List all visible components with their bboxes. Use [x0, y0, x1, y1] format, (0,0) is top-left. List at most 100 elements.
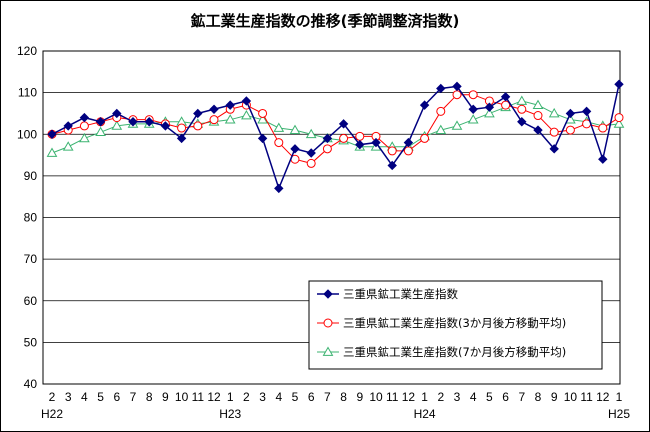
year-label: H24 [414, 407, 436, 421]
y-tick-label: 60 [24, 294, 38, 308]
data-point [598, 123, 608, 133]
x-tick-label: 6 [308, 390, 315, 404]
data-point [257, 114, 268, 124]
legend-label: 三重県鉱工業生産指数(7か月後方移動平均) [343, 345, 566, 359]
data-point [274, 138, 284, 148]
data-point [323, 318, 333, 328]
series-line [51, 94, 620, 164]
data-point [95, 126, 106, 137]
x-tick-label: 3 [259, 390, 266, 404]
x-tick-label: 6 [502, 390, 509, 404]
x-tick-label: 10 [369, 390, 383, 404]
legend-item: 三重県鉱工業生産指数(7か月後方移動平均) [317, 345, 566, 359]
data-point [47, 129, 57, 139]
data-point [549, 144, 559, 154]
data-point [598, 154, 608, 164]
data-point [436, 106, 446, 116]
data-point [111, 120, 123, 130]
y-axis-ticks: 40 50 60 70 80 90 100 110 120 [17, 44, 37, 391]
data-point [160, 121, 171, 131]
legend-item: 三重県鉱工業生産指数(3か月後方移動平均) [317, 316, 566, 330]
x-tick-label: 1 [421, 390, 428, 404]
x-tick-label: 8 [146, 390, 153, 404]
data-point [306, 148, 316, 158]
data-point [323, 289, 333, 299]
data-point [112, 108, 122, 119]
data-point [403, 137, 414, 148]
x-tick-label: 2 [49, 390, 56, 404]
x-tick-label: 10 [175, 390, 189, 404]
data-point [224, 114, 236, 124]
data-point [79, 132, 90, 143]
chart-title: 鉱工業生産指数の推移(季節調整済指数) [190, 12, 460, 30]
x-axis-ticks: 2 3 4 5 6 7 8 9 10 11 12 1 2 3 4 5 6 7 8 9 10 11 12 1 2 3 4 5 6 7 8 9 10… [41, 390, 630, 421]
data-point [452, 81, 462, 92]
series-line [51, 84, 620, 191]
data-point [533, 125, 543, 135]
data-point [322, 144, 332, 154]
x-tick-label: 9 [551, 390, 558, 404]
data-point [193, 108, 203, 119]
legend-box [308, 280, 603, 370]
data-point [225, 100, 235, 110]
data-point [613, 118, 625, 128]
x-tick-label: 10 [564, 390, 578, 404]
data-point [403, 146, 413, 156]
data-point [306, 158, 316, 168]
x-tick-label: 3 [454, 390, 461, 404]
x-tick-label: 11 [580, 390, 593, 404]
data-point [355, 131, 365, 141]
x-tick-label: 8 [340, 390, 347, 404]
data-point [614, 113, 624, 123]
x-tick-label: 7 [518, 390, 525, 404]
data-point [532, 99, 544, 109]
data-point [614, 79, 624, 90]
data-point [144, 117, 154, 127]
data-point [548, 107, 560, 118]
x-tick-label: 7 [130, 390, 137, 404]
data-point [322, 346, 334, 356]
series-2 [47, 90, 624, 168]
data-point [128, 117, 138, 127]
data-point [241, 96, 252, 106]
x-tick-label: 1 [227, 390, 234, 404]
y-tick-label: 70 [24, 252, 38, 266]
x-tick-label: 1 [616, 390, 623, 404]
data-point [46, 147, 58, 157]
x-tick-label: 2 [437, 390, 444, 404]
data-point [274, 183, 284, 194]
data-point [355, 139, 365, 150]
data-point [387, 160, 397, 171]
x-tick-label: 4 [275, 390, 282, 404]
data-point [467, 114, 479, 124]
y-tick-label: 110 [18, 86, 37, 100]
data-point [241, 110, 252, 120]
x-tick-label: 2 [243, 390, 250, 404]
data-point [435, 124, 447, 134]
series-1 [47, 79, 624, 194]
y-tick-label: 40 [24, 377, 38, 391]
x-tick-label: 6 [113, 390, 120, 404]
year-label: H25 [608, 407, 630, 421]
x-tick-label: 11 [386, 390, 399, 404]
data-point [62, 141, 74, 151]
data-point [452, 90, 462, 100]
x-tick-label: 9 [356, 390, 363, 404]
x-tick-label: 4 [470, 390, 477, 404]
data-point [305, 128, 317, 139]
data-point [176, 133, 187, 144]
y-tick-label: 100 [17, 127, 37, 141]
legend-label: 三重県鉱工業生産指数(3か月後方移動平均) [343, 316, 566, 330]
x-tick-label: 8 [535, 390, 542, 404]
x-tick-label: 12 [402, 390, 416, 404]
data-point [420, 133, 430, 143]
x-tick-label: 12 [596, 390, 610, 404]
x-tick-label: 3 [65, 390, 72, 404]
data-point [273, 122, 285, 132]
data-point [209, 104, 219, 114]
data-point [565, 125, 575, 135]
x-tick-label: 5 [292, 390, 299, 404]
y-tick-label: 120 [17, 44, 37, 58]
year-label: H23 [219, 407, 241, 421]
